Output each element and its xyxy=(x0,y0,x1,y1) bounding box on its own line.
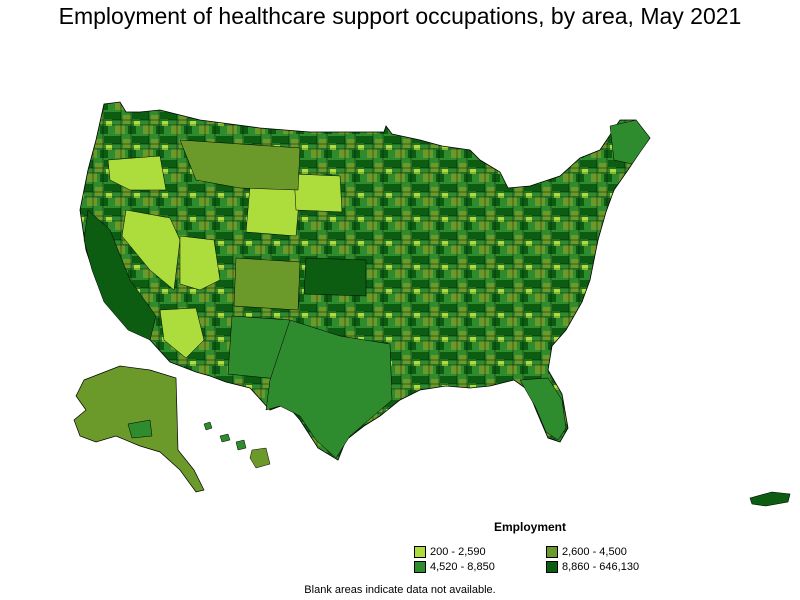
hawaii-map xyxy=(203,421,271,469)
dakota-light-area xyxy=(293,173,343,213)
legend-title: Employment xyxy=(494,520,567,534)
colorado-area xyxy=(233,257,301,311)
puerto-rico-map xyxy=(749,491,791,507)
map-title: Employment of healthcare support occupat… xyxy=(58,3,742,29)
wyoming-light-area xyxy=(245,185,301,237)
texas-area xyxy=(265,319,393,459)
legend-swatch xyxy=(546,561,558,574)
map-legend: Employment 200 - 2,590 2,600 - 4,500 4,5… xyxy=(410,518,680,578)
legend-swatch xyxy=(414,546,426,559)
maine-area xyxy=(609,119,651,165)
nevada-area xyxy=(121,209,181,291)
legend-item-high: 4,520 - 8,850 xyxy=(414,561,495,574)
legend-swatch xyxy=(414,561,426,574)
montana-area xyxy=(179,139,301,191)
oregon-light-area xyxy=(107,155,167,191)
legend-item-low: 2,600 - 4,500 xyxy=(546,546,627,559)
utah-light-area xyxy=(179,235,221,291)
legend-label: 200 - 2,590 xyxy=(430,546,486,559)
legend-item-lowest: 200 - 2,590 xyxy=(414,546,486,559)
choropleth-map xyxy=(0,40,800,510)
florida-area xyxy=(519,377,567,441)
alaska-anchorage-area xyxy=(127,419,153,439)
legend-label: 2,600 - 4,500 xyxy=(562,546,627,559)
legend-label: 4,520 - 8,850 xyxy=(430,561,495,574)
map-svg xyxy=(73,101,791,507)
footnote: Blank areas indicate data not available. xyxy=(304,584,496,596)
kansas-area xyxy=(303,257,367,297)
legend-item-highest: 8,860 - 646,130 xyxy=(546,561,640,574)
legend-label: 8,860 - 646,130 xyxy=(562,561,640,574)
legend-swatch xyxy=(546,546,558,559)
california-area xyxy=(83,209,157,341)
arizona-light-area xyxy=(159,307,205,359)
